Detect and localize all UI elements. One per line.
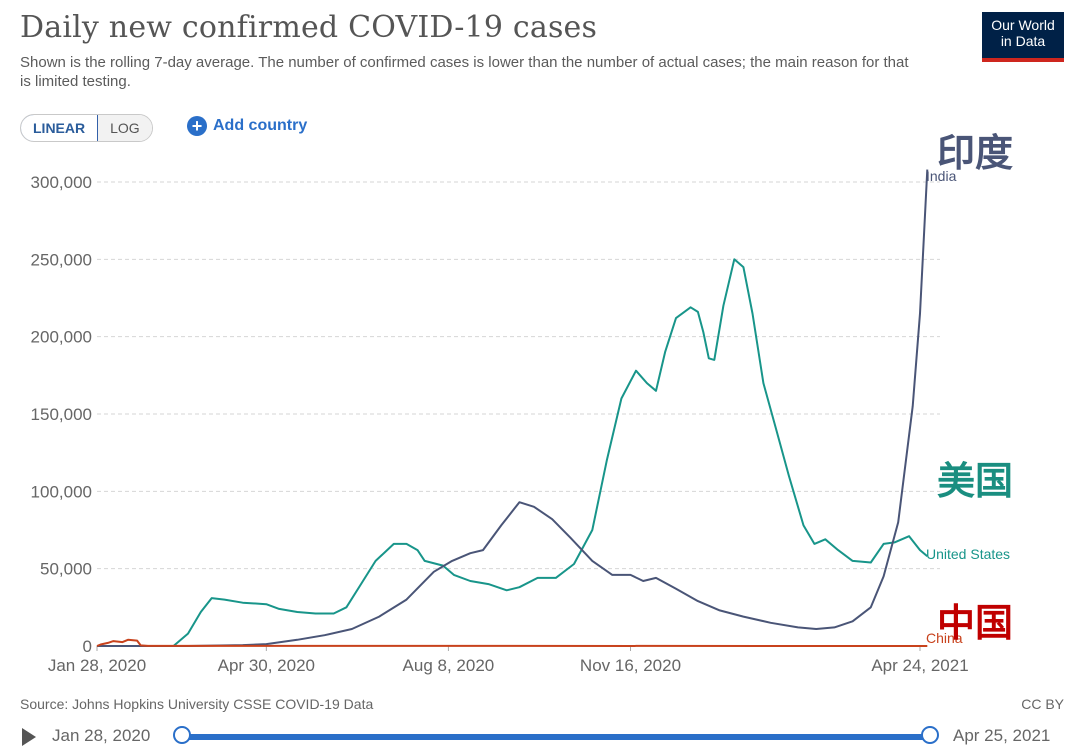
y-tick-label: 100,000 [31, 482, 92, 501]
annotation-china: 中国 [937, 601, 1014, 645]
series-line-china [96, 638, 928, 647]
series-label-usa: United States [926, 546, 1010, 562]
y-tick-label: 150,000 [31, 405, 92, 424]
owid-logo[interactable]: Our World in Data [982, 12, 1064, 62]
chart-subtitle: Shown is the rolling 7-day average. The … [20, 54, 909, 90]
y-tick-label: 250,000 [31, 250, 92, 269]
add-country-button[interactable]: + Add country [187, 116, 307, 136]
timeline-start-handle[interactable] [173, 726, 191, 744]
y-tick-label: 50,000 [40, 560, 92, 579]
log-scale-button[interactable]: LOG [98, 115, 152, 141]
timeline-end-handle[interactable] [921, 726, 939, 744]
chart-title: Daily new confirmed COVID-19 cases [20, 10, 598, 45]
timeline-track[interactable] [182, 734, 930, 740]
add-country-label: Add country [213, 117, 308, 134]
series-lines [96, 169, 929, 647]
series-label-china: China [926, 630, 963, 646]
source-note: Source: Johns Hopkins University CSSE CO… [20, 696, 374, 712]
x-axis-ticks: Jan 28, 2020 Apr 30, 2020 Aug 8, 2020 Nov 1… [48, 646, 969, 675]
y-tick-label: 300,000 [31, 173, 92, 192]
x-tick-label: Apr 24, 2021 [871, 656, 968, 675]
x-tick-label: Aug 8, 2020 [403, 656, 495, 675]
linear-scale-button[interactable]: LINEAR [20, 115, 99, 141]
logo-line-2: in Data [1000, 33, 1046, 49]
timeline-start-label: Jan 28, 2020 [52, 726, 151, 745]
series-line-usa [97, 258, 928, 647]
y-tick-label: 200,000 [31, 328, 92, 347]
x-tick-label: Nov 16, 2020 [580, 656, 681, 675]
scale-toggle: LINEAR LOG [20, 114, 153, 142]
y-axis-ticks: 0 50,000 100,000 150,000 200,000 250,000 300,0… [31, 173, 92, 656]
series-labels: United States India China [926, 168, 1010, 646]
x-tick-label: Apr 30, 2020 [218, 656, 315, 675]
grid-lines [97, 181, 940, 647]
logo-red-bar [982, 58, 1064, 62]
timeline-end-label: Apr 25, 2021 [953, 726, 1051, 745]
y-tick-label: 0 [83, 637, 92, 656]
series-line-india [97, 169, 929, 647]
play-icon[interactable] [22, 728, 36, 746]
license-link[interactable]: CC BY [1021, 696, 1064, 712]
annotation-usa: 美国 [937, 459, 1014, 503]
annotation-india: 印度 [937, 131, 1014, 175]
x-tick-label: Jan 28, 2020 [48, 656, 146, 675]
line-chart: 0 50,000 100,000 150,000 200,000 250,000 300,0… [31, 168, 1011, 675]
series-label-india: India [926, 168, 957, 184]
logo-line-1: Our World [991, 17, 1055, 33]
timeline: Jan 28, 2020 Apr 25, 2021 [0, 722, 1080, 750]
plus-circle-icon: + [187, 116, 207, 136]
